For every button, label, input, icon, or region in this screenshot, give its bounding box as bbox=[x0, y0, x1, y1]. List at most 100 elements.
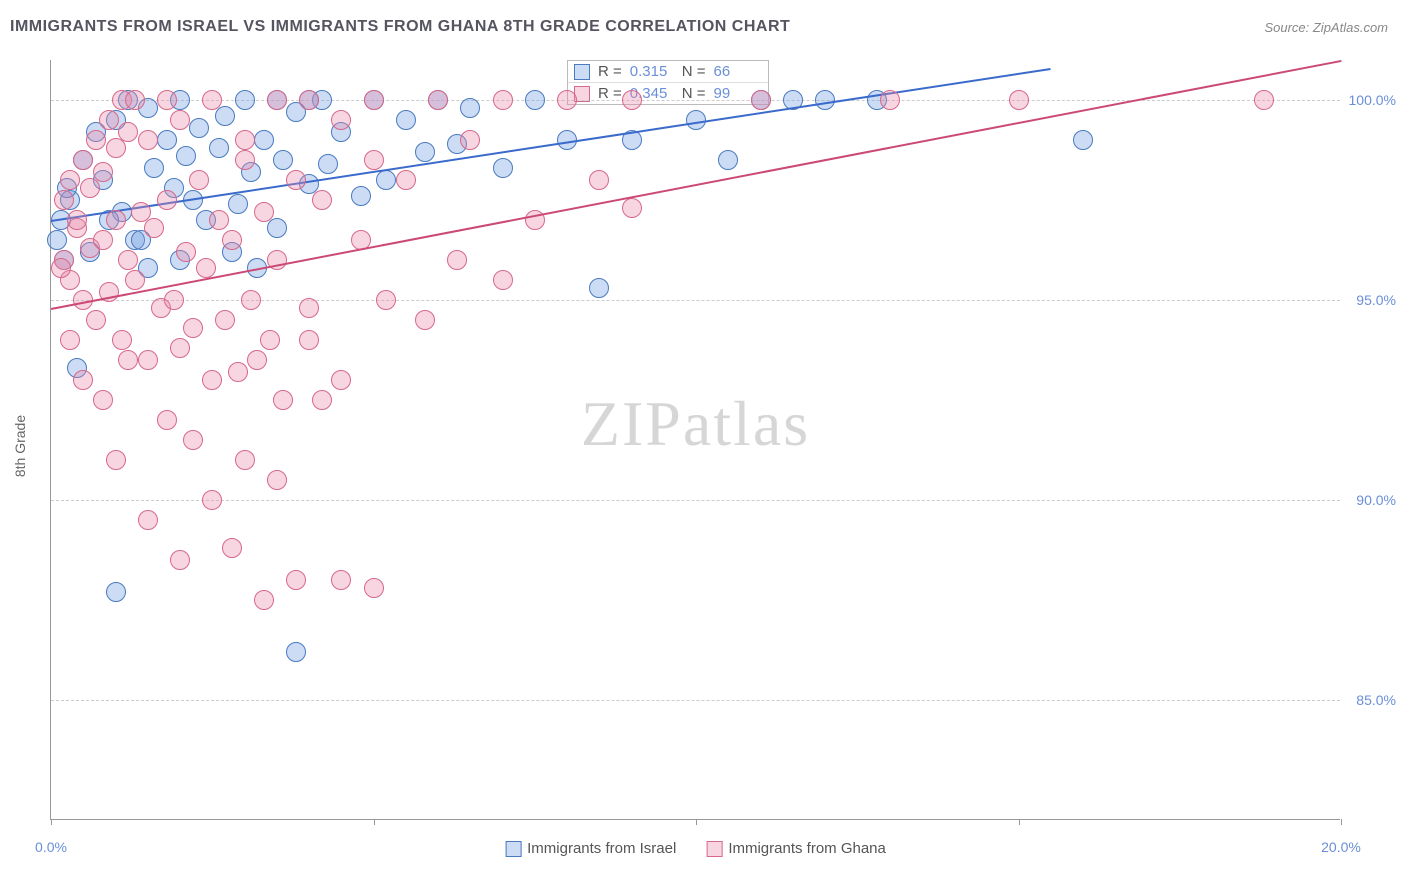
data-point bbox=[157, 410, 177, 430]
data-point bbox=[157, 130, 177, 150]
data-point bbox=[1073, 130, 1093, 150]
correlation-stats-box: R = 0.315 N = 66 R = 0.345 N = 99 bbox=[567, 60, 769, 105]
data-point bbox=[60, 170, 80, 190]
data-point bbox=[60, 330, 80, 350]
data-point bbox=[718, 150, 738, 170]
data-point bbox=[273, 390, 293, 410]
data-point bbox=[80, 178, 100, 198]
data-point bbox=[254, 590, 274, 610]
data-point bbox=[299, 298, 319, 318]
data-point bbox=[312, 190, 332, 210]
data-point bbox=[189, 170, 209, 190]
data-point bbox=[364, 150, 384, 170]
x-tick bbox=[1019, 819, 1020, 825]
data-point bbox=[222, 538, 242, 558]
y-tick-label: 95.0% bbox=[1346, 292, 1396, 308]
data-point bbox=[202, 90, 222, 110]
data-point bbox=[247, 350, 267, 370]
x-tick-label: 20.0% bbox=[1321, 839, 1361, 855]
legend-label-israel: Immigrants from Israel bbox=[527, 840, 676, 857]
data-point bbox=[493, 90, 513, 110]
data-point bbox=[1009, 90, 1029, 110]
data-point bbox=[170, 110, 190, 130]
data-point bbox=[170, 338, 190, 358]
x-tick-label: 0.0% bbox=[35, 839, 67, 855]
data-point bbox=[157, 190, 177, 210]
data-point bbox=[202, 370, 222, 390]
chart-title: IMMIGRANTS FROM ISRAEL VS IMMIGRANTS FRO… bbox=[10, 18, 790, 36]
data-point bbox=[164, 290, 184, 310]
data-point bbox=[396, 110, 416, 130]
data-point bbox=[54, 190, 74, 210]
data-point bbox=[138, 350, 158, 370]
data-point bbox=[364, 578, 384, 598]
y-tick-label: 100.0% bbox=[1346, 92, 1396, 108]
y-tick-label: 90.0% bbox=[1346, 492, 1396, 508]
data-point bbox=[241, 290, 261, 310]
data-point bbox=[196, 258, 216, 278]
data-point bbox=[228, 194, 248, 214]
data-point bbox=[815, 90, 835, 110]
data-point bbox=[228, 362, 248, 382]
data-point bbox=[267, 470, 287, 490]
data-point bbox=[73, 370, 93, 390]
data-point bbox=[183, 430, 203, 450]
data-point bbox=[493, 158, 513, 178]
legend-swatch-ghana bbox=[706, 841, 722, 857]
data-point bbox=[235, 450, 255, 470]
data-point bbox=[125, 90, 145, 110]
data-point bbox=[493, 270, 513, 290]
data-point bbox=[260, 330, 280, 350]
data-point bbox=[73, 150, 93, 170]
data-point bbox=[415, 142, 435, 162]
data-point bbox=[118, 122, 138, 142]
data-point bbox=[118, 350, 138, 370]
data-point bbox=[557, 90, 577, 110]
data-point bbox=[364, 90, 384, 110]
legend-swatch-israel bbox=[505, 841, 521, 857]
data-point bbox=[144, 158, 164, 178]
data-point bbox=[202, 490, 222, 510]
data-point bbox=[93, 162, 113, 182]
data-point bbox=[222, 230, 242, 250]
data-point bbox=[880, 90, 900, 110]
data-point bbox=[286, 170, 306, 190]
data-point bbox=[622, 90, 642, 110]
data-point bbox=[93, 390, 113, 410]
gridline bbox=[51, 500, 1340, 501]
data-point bbox=[189, 118, 209, 138]
data-point bbox=[215, 310, 235, 330]
data-point bbox=[447, 250, 467, 270]
data-point bbox=[351, 186, 371, 206]
data-point bbox=[106, 210, 126, 230]
data-point bbox=[215, 106, 235, 126]
data-point bbox=[267, 90, 287, 110]
data-point bbox=[138, 510, 158, 530]
data-point bbox=[176, 242, 196, 262]
data-point bbox=[86, 310, 106, 330]
data-point bbox=[176, 146, 196, 166]
gridline bbox=[51, 700, 1340, 701]
data-point bbox=[254, 130, 274, 150]
data-point bbox=[183, 318, 203, 338]
data-point bbox=[106, 138, 126, 158]
data-point bbox=[86, 130, 106, 150]
data-point bbox=[51, 258, 71, 278]
scatter-plot: ZIPatlas R = 0.315 N = 66 R = 0.345 N = … bbox=[50, 60, 1340, 820]
data-point bbox=[428, 90, 448, 110]
data-point bbox=[525, 90, 545, 110]
data-point bbox=[267, 218, 287, 238]
data-point bbox=[396, 170, 416, 190]
data-point bbox=[209, 138, 229, 158]
data-point bbox=[376, 290, 396, 310]
data-point bbox=[47, 230, 67, 250]
data-point bbox=[331, 570, 351, 590]
data-point bbox=[93, 230, 113, 250]
data-point bbox=[286, 570, 306, 590]
source-credit: Source: ZipAtlas.com bbox=[1264, 20, 1388, 35]
x-tick bbox=[696, 819, 697, 825]
data-point bbox=[299, 330, 319, 350]
data-point bbox=[331, 370, 351, 390]
data-point bbox=[235, 150, 255, 170]
data-point bbox=[106, 450, 126, 470]
